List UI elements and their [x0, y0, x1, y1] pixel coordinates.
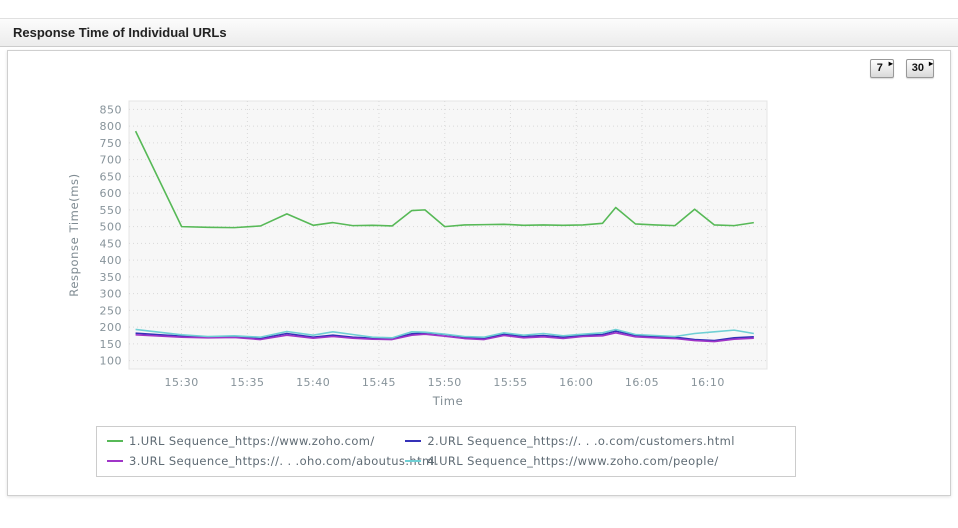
page-title: Response Time of Individual URLs: [13, 25, 227, 40]
x-tick-label: 16:10: [691, 376, 725, 389]
x-tick-label: 15:45: [362, 376, 396, 389]
x-tick-label: 15:50: [428, 376, 462, 389]
y-tick-label: 650: [100, 170, 123, 183]
section-header: Response Time of Individual URLs: [0, 18, 958, 47]
range-30-button[interactable]: 30 ▸: [905, 59, 934, 78]
legend-item-3[interactable]: 3.URL Sequence_https://. . .oho.com/abou…: [107, 451, 437, 471]
arrow-right-icon: ▸: [888, 59, 893, 68]
y-tick-label: 500: [100, 221, 123, 234]
y-tick-label: 800: [100, 120, 123, 133]
y-tick-label: 400: [100, 254, 123, 267]
legend-item-4[interactable]: 4.URL Sequence_https://www.zoho.com/peop…: [405, 451, 785, 471]
legend-label: 4.URL Sequence_https://www.zoho.com/peop…: [427, 454, 719, 468]
y-tick-label: 750: [100, 137, 123, 150]
range-7-label: 7: [876, 62, 883, 74]
series-line-4: [135, 328, 754, 339]
series-line-3: [135, 332, 754, 343]
y-tick-label: 350: [100, 271, 123, 284]
x-tick-label: 16:00: [559, 376, 593, 389]
y-tick-label: 100: [100, 355, 123, 368]
legend-label: 1.URL Sequence_https://www.zoho.com/: [129, 434, 375, 448]
range-30-label: 30: [911, 62, 924, 74]
legend-label: 2.URL Sequence_https://. . .o.com/custom…: [427, 434, 735, 448]
y-tick-label: 250: [100, 304, 123, 317]
y-tick-label: 450: [100, 237, 123, 250]
legend-item-2[interactable]: 2.URL Sequence_https://. . .o.com/custom…: [405, 431, 785, 451]
series-line-1: [134, 130, 754, 229]
series-line-2: [135, 330, 754, 342]
y-tick-label: 700: [100, 154, 123, 167]
x-tick-label: 16:05: [625, 376, 659, 389]
y-tick-label: 850: [100, 103, 123, 116]
arrow-right-icon: ▸: [928, 59, 933, 68]
legend-label: 3.URL Sequence_https://. . .oho.com/abou…: [129, 454, 438, 468]
y-tick-label: 550: [100, 204, 123, 217]
legend-swatch: [405, 460, 422, 462]
legend-swatch: [107, 440, 123, 442]
chart-legend: 1.URL Sequence_https://www.zoho.com/2.UR…: [96, 426, 796, 477]
x-tick-label: 15:30: [165, 376, 199, 389]
x-tick-label: 15:35: [230, 376, 264, 389]
plot-background: [128, 100, 768, 370]
y-tick-label: 300: [100, 288, 123, 301]
x-axis-title: Time: [432, 394, 464, 408]
chart-panel: 7 ▸ 30 ▸ 100 150 200 250 300 350 400 450 500 550 6…: [7, 50, 951, 496]
legend-swatch: [107, 460, 123, 462]
range-toolbar: 7 ▸ 30 ▸: [869, 59, 934, 78]
y-tick-label: 600: [100, 187, 123, 200]
range-7-button[interactable]: 7 ▸: [869, 59, 894, 78]
legend-swatch: [405, 440, 422, 442]
x-tick-label: 15:55: [493, 376, 527, 389]
x-tick-label: 15:40: [296, 376, 330, 389]
y-axis-title: Response Time(ms): [67, 173, 81, 296]
y-tick-label: 150: [100, 338, 123, 351]
legend-item-1[interactable]: 1.URL Sequence_https://www.zoho.com/: [107, 431, 405, 451]
y-tick-label: 200: [100, 321, 123, 334]
response-time-line-chart: 100 150 200 250 300 350 400 450 500 550 600 650 700 7…: [67, 100, 768, 408]
chart-area: 100 150 200 250 300 350 400 450 500 550 600 650 700 7…: [63, 89, 950, 420]
